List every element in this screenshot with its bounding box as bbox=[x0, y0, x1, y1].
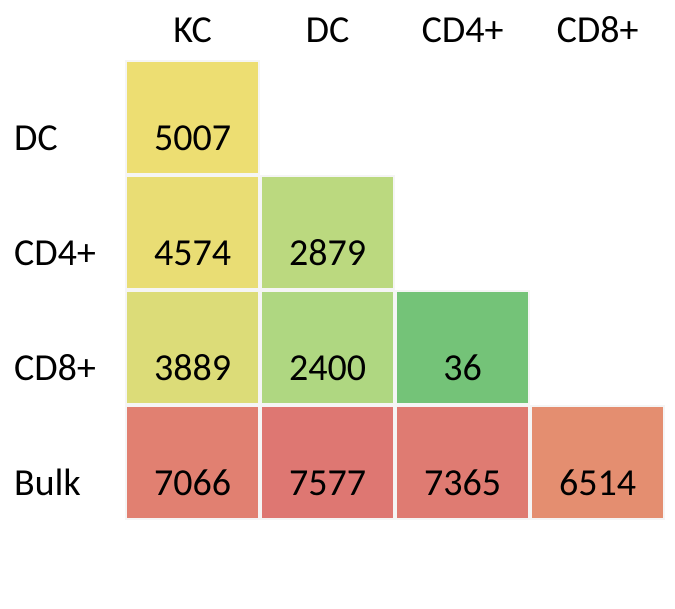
row-header: DC bbox=[14, 115, 58, 161]
heatmap-cell-value: 5007 bbox=[154, 115, 231, 161]
heatmap-cell-value: 2400 bbox=[289, 345, 366, 391]
heatmap-cell-value: 6514 bbox=[559, 460, 636, 506]
heatmap-cell-value: 2879 bbox=[289, 230, 366, 276]
heatmap-chart: KC DC CD4+ CD8+ DC CD4+ CD8+ Bulk 5007 4574 2879 38… bbox=[0, 0, 675, 609]
row-header: Bulk bbox=[14, 460, 81, 506]
heatmap-cell-value: 7365 bbox=[424, 460, 501, 506]
heatmap-cell-value: 7577 bbox=[289, 460, 366, 506]
heatmap-cell-value: 3889 bbox=[154, 345, 231, 391]
heatmap-cell-value: 4574 bbox=[154, 230, 231, 276]
column-header: CD8+ bbox=[557, 7, 639, 53]
row-header: CD8+ bbox=[14, 345, 96, 391]
heatmap-cell-value: 36 bbox=[443, 345, 482, 391]
heatmap-cell-value: 7066 bbox=[154, 460, 231, 506]
column-header: CD4+ bbox=[422, 7, 504, 53]
column-header: DC bbox=[306, 7, 350, 53]
column-header: KC bbox=[173, 7, 212, 53]
row-header: CD4+ bbox=[14, 230, 96, 276]
